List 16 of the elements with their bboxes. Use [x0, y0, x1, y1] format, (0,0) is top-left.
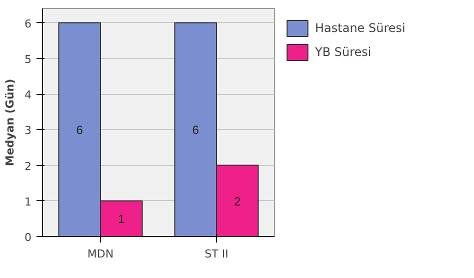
- y-tick-label: 1: [24, 195, 32, 208]
- y-tick-label: 2: [24, 160, 32, 173]
- y-tick-label: 0: [24, 231, 32, 244]
- y-tick-label: 6: [24, 17, 32, 30]
- y-tick-label: 5: [24, 52, 32, 66]
- x-tick-label: MDN: [87, 248, 114, 260]
- legend-label: Hastane Süresi: [315, 21, 406, 35]
- x-tick-label: ST II: [204, 248, 228, 260]
- data-label: 1: [118, 212, 126, 226]
- data-label: 6: [192, 123, 200, 138]
- y-tick-label: 4: [24, 88, 32, 102]
- data-label: 2: [234, 194, 242, 208]
- legend-label: YB Süresi: [315, 45, 372, 59]
- y-axis-title: Medyan (Gün): [4, 78, 16, 166]
- data-label: 6: [76, 123, 84, 138]
- y-tick-label: 3: [24, 124, 32, 138]
